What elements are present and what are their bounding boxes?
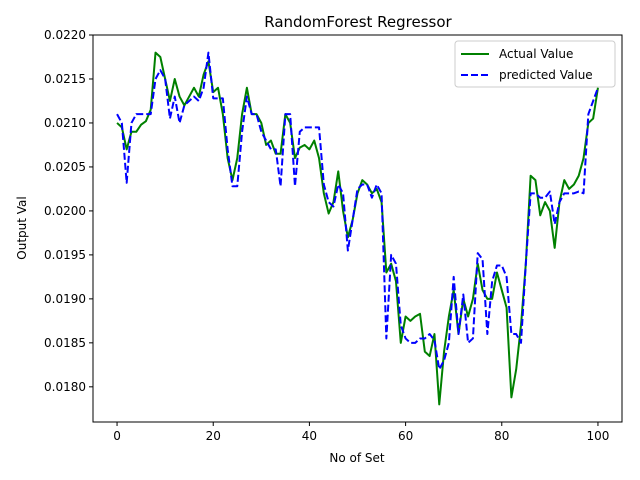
legend: Actual Value predicted Value	[454, 40, 616, 88]
y-tick-label: 0.0220	[44, 28, 86, 42]
y-axis-label: Output Val	[15, 196, 29, 259]
series-layer	[116, 51, 599, 406]
x-tick-label: 60	[398, 429, 413, 443]
x-axis-label: No of Set	[329, 451, 385, 465]
y-tick-label: 0.0190	[44, 292, 86, 306]
y-tick-label: 0.0210	[44, 116, 86, 130]
x-tick-label: 40	[302, 429, 317, 443]
y-tick-label: 0.0200	[44, 204, 86, 218]
legend-box	[454, 40, 616, 88]
chart-title: RandomForest Regressor	[264, 13, 452, 31]
series-line-predicted	[116, 51, 599, 371]
y-tick-label: 0.0205	[44, 160, 86, 174]
x-tick-label: 0	[113, 429, 121, 443]
y-axis: 0.0180 0.0185 0.0190 0.0195 0.0200 0.0205 0.02…	[44, 28, 93, 394]
x-tick-label: 20	[206, 429, 221, 443]
x-axis: 0 20 40 60 80 100	[113, 422, 609, 443]
legend-label: Actual Value	[499, 47, 573, 61]
y-tick-label: 0.0185	[44, 336, 86, 350]
x-tick-label: 80	[494, 429, 509, 443]
legend-label: predicted Value	[499, 68, 593, 82]
plot-area	[92, 34, 623, 423]
x-tick-label: 100	[587, 429, 610, 443]
axes-frame	[92, 34, 623, 423]
y-tick-label: 0.0195	[44, 248, 86, 262]
y-tick-label: 0.0180	[44, 380, 86, 394]
y-tick-label: 0.0215	[44, 72, 86, 86]
